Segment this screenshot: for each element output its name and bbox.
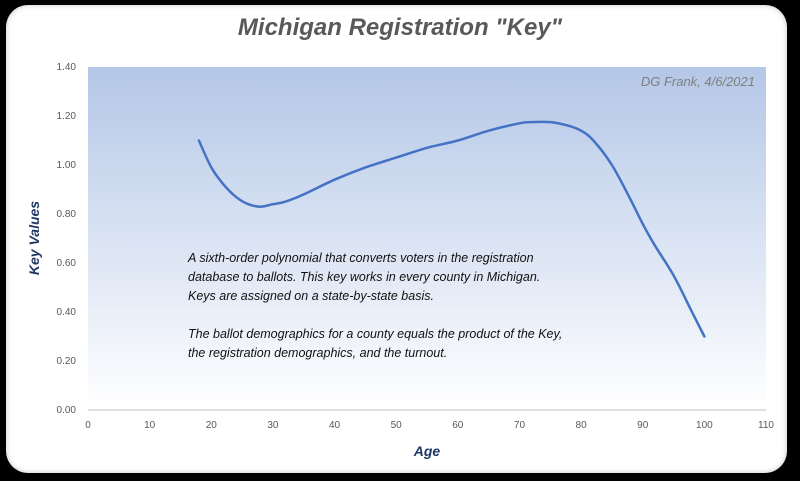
y-tick-label: 1.00 <box>57 160 77 171</box>
note-line: database to ballots. This key works in e… <box>188 270 540 284</box>
x-tick-label: 80 <box>576 420 588 431</box>
x-tick-label: 20 <box>206 420 218 431</box>
plot-area <box>88 67 766 410</box>
y-tick-label: 1.40 <box>57 62 77 73</box>
y-tick-label: 0.00 <box>57 405 77 416</box>
note-line: Keys are assigned on a state-by-state ba… <box>188 289 434 303</box>
x-tick-label: 10 <box>144 420 156 431</box>
y-tick-label: 1.20 <box>57 111 77 122</box>
x-tick-label: 30 <box>267 420 279 431</box>
y-tick-label: 0.40 <box>57 307 77 318</box>
note-line: the registration demographics, and the t… <box>188 346 447 360</box>
y-tick-label: 0.80 <box>57 209 77 220</box>
y-tick-label: 0.60 <box>57 258 77 269</box>
x-tick-label: 100 <box>696 420 713 431</box>
x-axis-label: Age <box>413 443 441 459</box>
series-line <box>197 120 706 338</box>
y-tick-label: 0.20 <box>57 356 77 367</box>
x-tick-label: 50 <box>391 420 403 431</box>
note-line: The ballot demographics for a county equ… <box>188 327 562 341</box>
x-tick-label: 60 <box>452 420 464 431</box>
x-tick-label: 110 <box>758 420 774 431</box>
x-tick-label: 70 <box>514 420 526 431</box>
x-tick-label: 90 <box>637 420 649 431</box>
x-tick-label: 40 <box>329 420 341 431</box>
chart-title: Michigan Registration "Key" <box>237 14 563 41</box>
x-tick-label: 0 <box>85 420 91 431</box>
y-axis-label: Key Values <box>26 201 42 275</box>
credit-annotation: DG Frank, 4/6/2021 <box>641 74 755 89</box>
note-line: A sixth-order polynomial that converts v… <box>187 251 534 265</box>
